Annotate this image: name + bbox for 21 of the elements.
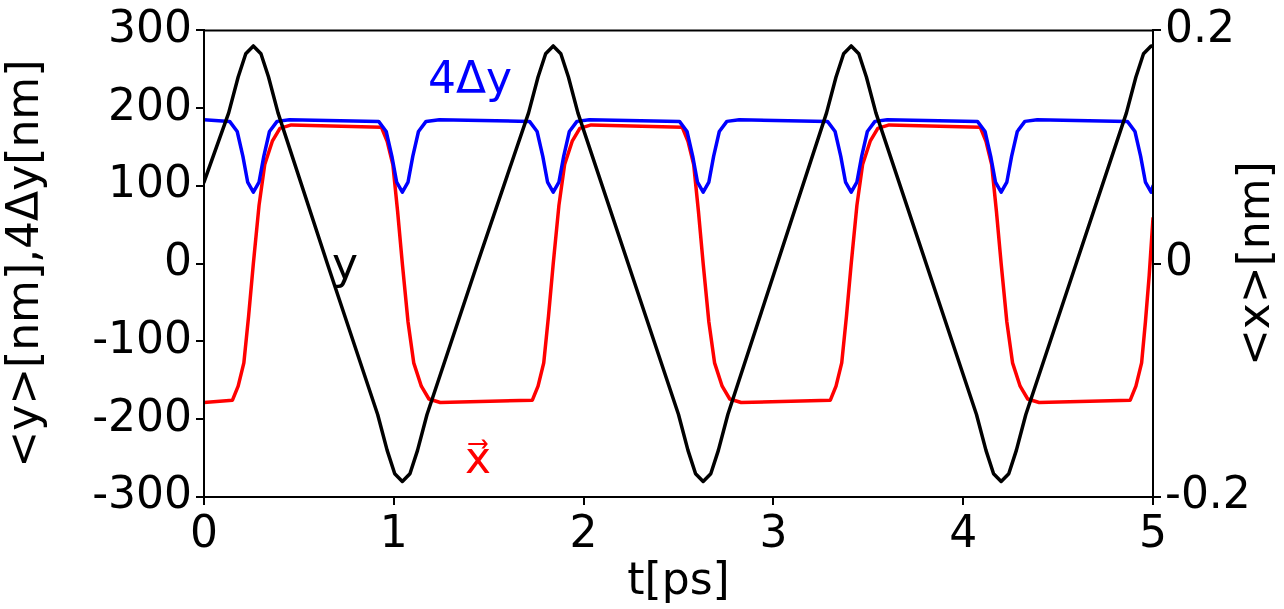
y2-tick-label: -0.2	[1165, 467, 1251, 519]
x-tick-label: 4	[949, 505, 978, 557]
y-axis-title: <y>[nm],4Δy[nm]	[0, 59, 48, 468]
y-tick-label: 0	[164, 234, 192, 286]
series-label: 4Δy	[427, 52, 513, 104]
x-tick-label: 1	[379, 505, 408, 557]
series-label: x⃗	[464, 432, 492, 484]
y2-tick-label: 0	[1165, 234, 1193, 286]
y-tick-label: -200	[92, 389, 192, 441]
y-tick-label: 300	[108, 0, 192, 52]
y-tick-label: 200	[108, 78, 192, 130]
series-label: y	[331, 238, 359, 290]
y-tick-label: -100	[92, 311, 192, 363]
x-axis-title: t[ps]	[627, 553, 730, 605]
y-tick-label: 100	[108, 156, 192, 208]
y2-axis-title: <x>[nm]	[1228, 161, 1280, 367]
x-tick-label: 3	[759, 505, 788, 557]
y-tick-label: -300	[92, 467, 192, 519]
y2-tick-label: 0.2	[1165, 0, 1235, 52]
x-tick-label: 5	[1139, 505, 1167, 557]
x-tick-label: 2	[569, 505, 598, 557]
